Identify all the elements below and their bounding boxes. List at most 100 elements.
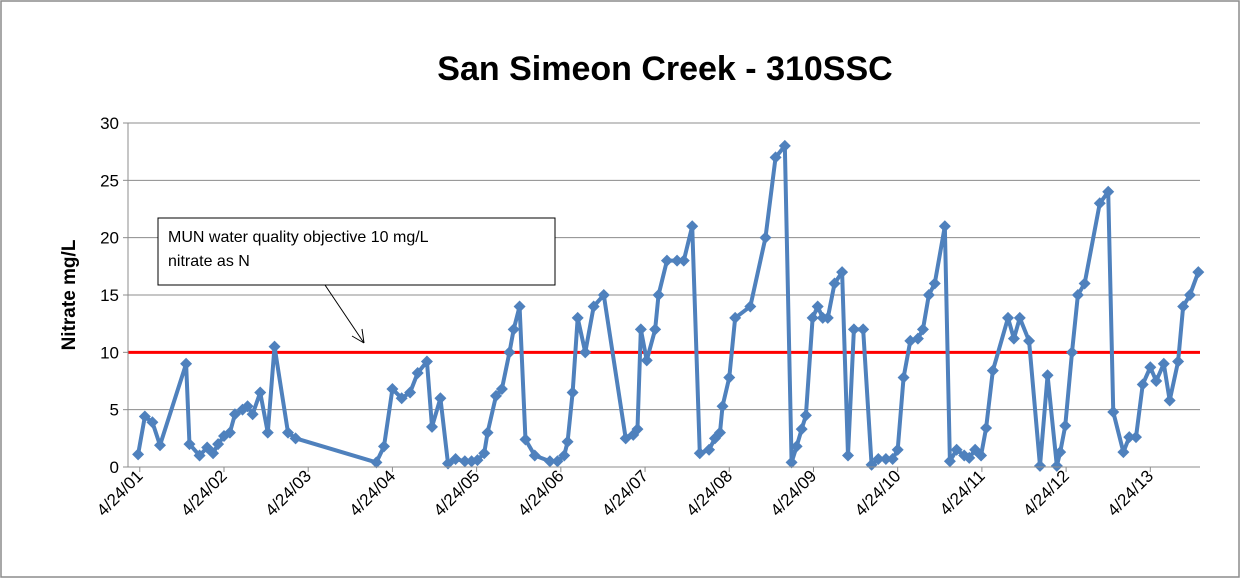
data-point [566,386,579,399]
data-point [652,289,665,301]
data-point [154,439,166,452]
annotation: MUN water quality objective 10 mg/L nitr… [157,217,556,344]
y-tick-label: 30 [100,114,119,133]
data-point [1078,277,1091,290]
data-point [631,423,644,436]
y-tick-label: 10 [100,343,119,362]
data-point [261,426,274,439]
data-point [811,300,824,313]
data-point [911,332,924,345]
data-point [1050,459,1063,472]
y-tick-label: 0 [110,458,119,477]
data-point [769,151,782,164]
data-point [146,416,159,429]
data-point [561,435,574,448]
data-point [426,420,438,433]
data-point [729,311,742,324]
data-point [943,455,956,468]
data-point [246,408,259,421]
data-point [785,456,798,469]
data-point [471,454,484,467]
annotation-line: MUN water quality objective 10 mg/L [168,229,429,246]
data-point [183,438,196,451]
data-point [434,392,447,405]
data-point [481,426,494,439]
annotation-arrow-head [351,328,365,344]
data-point [386,383,399,396]
data-point [916,323,929,336]
data-point [759,231,772,244]
data-point [138,410,151,423]
data-point [1107,405,1120,418]
data-point [395,392,408,405]
data-point [799,409,812,422]
data-point [1117,446,1130,459]
data-point [686,220,699,233]
data-point [458,455,471,468]
data-point [1093,197,1106,210]
y-tick-label: 5 [110,401,119,420]
y-tick-label: 15 [100,286,119,305]
data-point [254,386,267,399]
data-point [519,433,532,446]
data-point [723,371,736,384]
data-point [503,346,516,359]
data-point [228,408,241,421]
data-point [891,443,904,456]
data-point [1130,431,1142,444]
data-point [795,423,808,436]
data-point [897,371,910,384]
data-point [571,311,584,324]
data-point [842,449,854,462]
data-point [828,277,841,290]
data-point [207,447,220,460]
data-point [370,456,383,469]
chart-title: San Simeon Creek - 310SSC [437,50,892,88]
data-point [865,458,878,471]
data-point [821,311,834,324]
data-point [420,355,433,368]
data-point [872,452,885,465]
data-point [180,357,193,370]
data-point [1071,289,1084,301]
data-point [640,354,653,367]
data-point [950,443,963,456]
data-point [886,452,899,465]
data-point [778,139,791,152]
data-point [744,300,757,313]
y-tick-label: 20 [100,229,119,248]
data-point [806,311,819,324]
data-point [1023,334,1036,347]
data-point [404,386,417,399]
y-tick-label: 25 [100,171,119,190]
data-point [212,438,225,451]
data-point [1177,300,1190,313]
data-point [649,323,662,336]
data-point [513,300,526,313]
data-point [579,346,592,359]
data-point [857,323,870,336]
data-point [1066,346,1078,359]
data-point [1007,332,1020,345]
data-point [1059,419,1072,432]
data-point [879,452,892,465]
data-point [1163,394,1176,407]
data-point [551,455,564,468]
data-point [1054,446,1067,459]
data-point [289,432,302,445]
data-point [1102,185,1115,198]
data-point [282,426,294,439]
data-point [677,254,690,267]
data-point [980,422,993,435]
data-point [241,400,254,413]
data-point [928,277,941,290]
data-point [411,366,424,379]
data-point [1123,431,1136,444]
data-point [790,440,803,453]
data-point [716,400,729,413]
data-point [268,340,281,353]
data-point [986,364,999,377]
data-point [1013,311,1026,324]
data-point [847,323,860,336]
